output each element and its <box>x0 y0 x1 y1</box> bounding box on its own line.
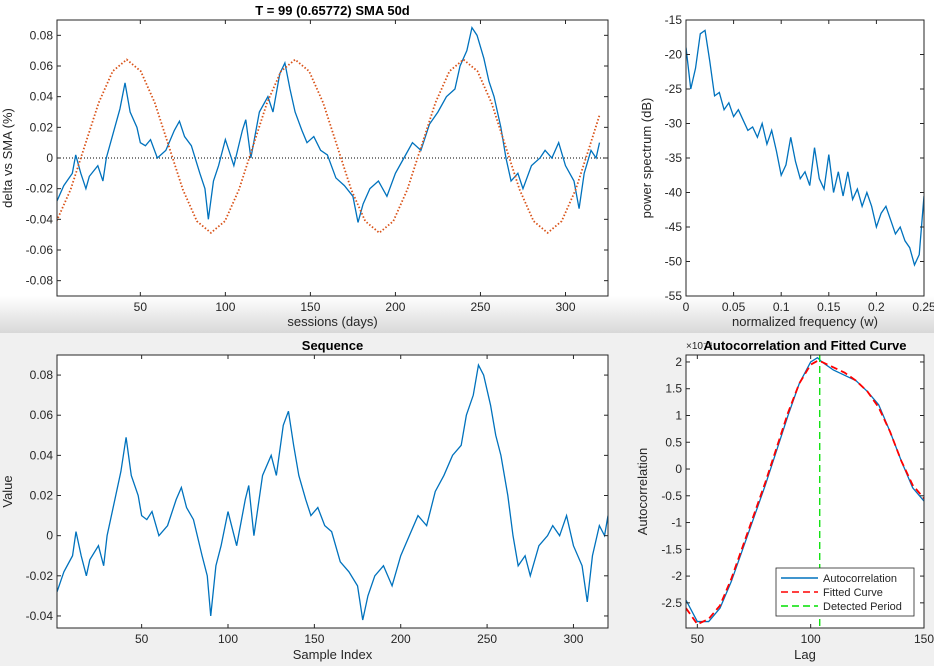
series-line <box>57 26 601 223</box>
x-tick-label: 200 <box>391 632 411 646</box>
x-tick-label: 100 <box>801 632 821 646</box>
x-tick-label: 0.25 <box>912 300 934 314</box>
x-axis-label: Lag <box>794 647 816 662</box>
y-tick-label: -0.5 <box>661 489 682 503</box>
y-tick-label: -0.02 <box>26 182 54 196</box>
x-tick-label: 0.15 <box>817 300 841 314</box>
legend: Autocorrelation Fitted Curve Detected Peri… <box>775 567 915 617</box>
plot <box>686 355 924 628</box>
y-tick-label: -1 <box>671 516 682 530</box>
y-axis-label: delta vs SMA (%) <box>0 108 15 208</box>
x-tick-label: 150 <box>300 300 320 314</box>
chart: 50 100 150 -2.5 -2 -1.5 -1 -0.5 0 0.5 1 1.5 2 Lag Auto… <box>635 338 934 662</box>
y-tick-label: 0.04 <box>30 448 54 462</box>
y-tick-label: 0.02 <box>30 489 54 503</box>
x-tick-label: 100 <box>215 300 235 314</box>
y-exponent: ×10⁻⁴ <box>686 341 713 352</box>
x-tick-label: 0.1 <box>773 300 790 314</box>
x-tick-label: 250 <box>477 632 497 646</box>
y-tick-label: 0.08 <box>30 368 54 382</box>
y-tick-label: -35 <box>665 151 683 165</box>
y-axis-label: Autocorrelation <box>635 448 650 535</box>
x-tick-label: 300 <box>563 632 583 646</box>
plot-area <box>57 355 608 628</box>
series-line <box>57 363 608 621</box>
figure-seam <box>0 296 934 333</box>
chart: 0 0.05 0.1 0.15 0.2 0.25 -55 -50 -45 -40 -35 -30 -25… <box>639 13 934 329</box>
y-tick-label: 0.06 <box>30 59 54 73</box>
x-tick-label: 100 <box>218 632 238 646</box>
y-tick-label: -20 <box>665 48 683 62</box>
plot <box>686 29 924 267</box>
y-tick-label: -2 <box>671 569 682 583</box>
x-tick-label: 250 <box>470 300 490 314</box>
y-tick-label: -45 <box>665 220 683 234</box>
y-tick-label: 0.5 <box>665 435 682 449</box>
x-axis-label: normalized frequency (w) <box>732 314 878 329</box>
legend-label: Autocorrelation <box>823 573 897 585</box>
series-line <box>686 359 924 626</box>
y-tick-label: -40 <box>665 186 683 200</box>
x-tick-label: 50 <box>691 632 705 646</box>
chart: 50 100 150 200 250 300 -0.08 -0.06 -0.04 -0.02 0 0.… <box>0 3 609 329</box>
chart-title: T = 99 (0.65772) SMA 50d <box>255 3 410 18</box>
y-tick-label: -1.5 <box>661 542 682 556</box>
y-tick-label: -30 <box>665 117 683 131</box>
series-line <box>686 29 924 267</box>
y-tick-label: 0.08 <box>30 28 54 42</box>
chart-title: Autocorrelation and Fitted Curve <box>704 338 907 353</box>
y-axis-label: power spectrum (dB) <box>639 98 654 219</box>
y-tick-label: -0.04 <box>26 212 54 226</box>
series-line <box>57 58 601 235</box>
chart-title: Sequence <box>302 338 363 353</box>
y-tick-label: -0.06 <box>26 243 54 257</box>
y-tick-label: 0.04 <box>30 90 54 104</box>
y-tick-label: -50 <box>665 255 683 269</box>
y-tick-label: -0.04 <box>26 609 54 623</box>
x-axis-label: Sample Index <box>293 647 373 662</box>
x-tick-label: 0 <box>683 300 690 314</box>
y-tick-label: -25 <box>665 82 683 96</box>
y-tick-label: 1.5 <box>665 382 682 396</box>
x-axis-label: sessions (days) <box>287 314 377 329</box>
legend-label: Fitted Curve <box>823 587 883 599</box>
x-tick-label: 200 <box>385 300 405 314</box>
x-tick-label: 50 <box>134 300 148 314</box>
x-tick-label: 50 <box>135 632 149 646</box>
y-tick-label: 0 <box>46 151 53 165</box>
x-tick-label: 0.2 <box>868 300 885 314</box>
y-tick-label: -2.5 <box>661 596 682 610</box>
y-tick-label: -0.02 <box>26 569 54 583</box>
plot-area <box>686 20 924 296</box>
y-tick-label: -0.08 <box>26 274 54 288</box>
x-tick-label: 300 <box>555 300 575 314</box>
y-axis-label: Value <box>0 475 15 507</box>
y-tick-label: 1 <box>675 408 682 422</box>
axes-box <box>685 354 925 629</box>
y-tick-label: 2 <box>675 355 682 369</box>
plot <box>57 26 608 235</box>
y-tick-label: 0 <box>675 462 682 476</box>
axes-box <box>56 354 609 629</box>
legend-label: Detected Period <box>823 601 902 613</box>
x-tick-label: 150 <box>914 632 934 646</box>
plot <box>57 363 608 621</box>
x-tick-label: 150 <box>304 632 324 646</box>
chart: 50 100 150 200 250 300 -0.04 -0.02 0 0.02 0.04 0.06… <box>0 338 609 662</box>
y-tick-label: 0.02 <box>30 120 54 134</box>
x-tick-label: 0.05 <box>722 300 746 314</box>
y-tick-label: -15 <box>665 13 683 27</box>
y-tick-label: 0 <box>46 529 53 543</box>
y-tick-label: -55 <box>665 289 683 303</box>
y-tick-label: 0.06 <box>30 408 54 422</box>
